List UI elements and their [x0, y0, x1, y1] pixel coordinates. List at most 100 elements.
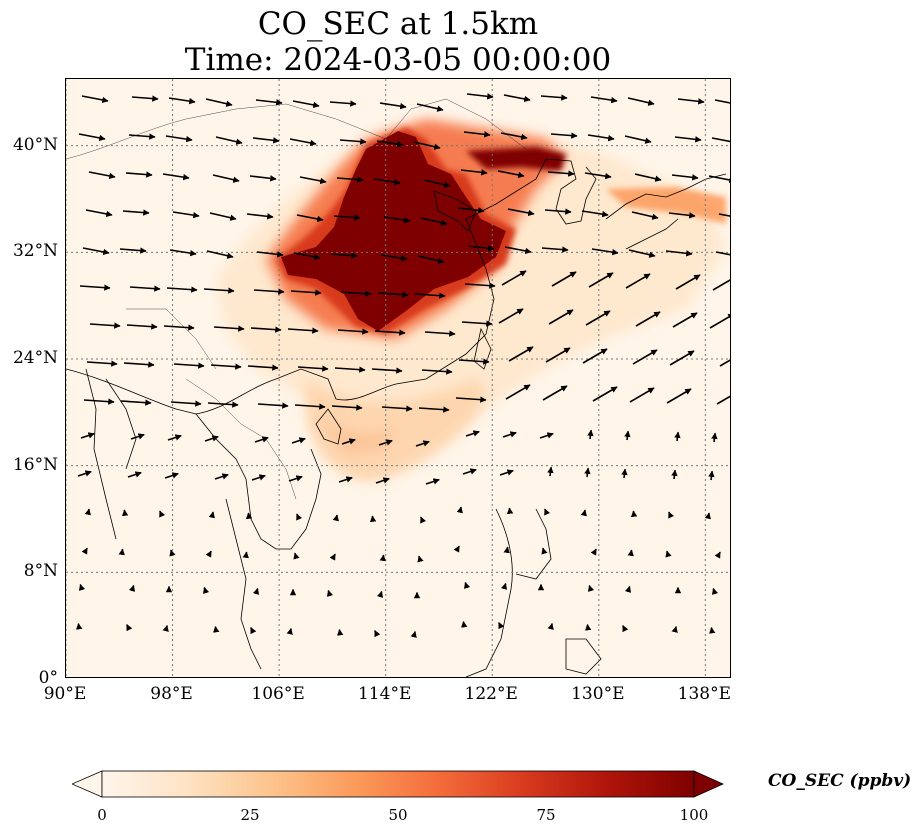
colorbar-tick-label: 75: [536, 806, 556, 824]
wind-arrow: [425, 478, 440, 485]
wind-arrow: [711, 587, 719, 595]
wind-arrow: [297, 365, 329, 372]
wind-arrow: [80, 432, 95, 439]
wind-arrow: [550, 132, 578, 139]
wind-arrow: [252, 137, 280, 144]
wind-arrow: [332, 514, 339, 522]
wind-arrow: [711, 137, 730, 143]
wind-arrow: [118, 548, 125, 556]
wind-arrow: [286, 627, 293, 635]
wind-arrow: [665, 550, 672, 558]
wind-arrow: [79, 284, 111, 291]
lon-tick-label: 122°E: [464, 684, 518, 704]
wind-arrow: [461, 320, 493, 327]
wind-arrow: [504, 246, 532, 255]
wind-arrow: [674, 431, 681, 442]
wind-arrow: [508, 346, 534, 362]
wind-arrow: [421, 368, 453, 375]
wind-arrow: [374, 329, 406, 336]
wind-arrow: [551, 271, 577, 287]
wind-arrow: [587, 584, 595, 592]
colorbar-extend-low: [72, 770, 103, 798]
wind-arrow: [669, 350, 695, 366]
wind-arrow: [621, 468, 628, 479]
wind-arrow: [166, 286, 198, 293]
wind-arrow: [128, 133, 156, 140]
wind-arrow: [584, 467, 591, 478]
plume-core: [281, 131, 506, 331]
wind-arrow: [629, 387, 655, 403]
wind-arrow: [288, 475, 303, 482]
lat-tick-label: 32°N: [12, 241, 58, 262]
wind-arrow: [500, 582, 508, 590]
coastlines: [66, 158, 727, 677]
wind-arrow: [373, 178, 401, 186]
wind-arrow: [708, 470, 715, 481]
wind-arrow: [628, 249, 656, 258]
wind-arrow: [675, 274, 701, 290]
wind-arrow: [591, 248, 619, 256]
wind-arrow: [714, 99, 730, 104]
wind-arrow: [205, 98, 233, 107]
wind-arrow: [677, 98, 705, 105]
wind-arrow: [708, 175, 730, 184]
wind-arrow: [326, 589, 334, 597]
wind-arrow: [206, 250, 234, 259]
wind-arrow: [541, 246, 569, 253]
wind-arrow: [86, 360, 118, 367]
wind-arrow: [170, 400, 202, 407]
wind-arrow: [162, 624, 169, 632]
wind-arrow: [635, 311, 661, 327]
wind-arrow: [81, 95, 109, 104]
wind-arrow: [584, 172, 612, 180]
wind-arrow: [77, 470, 92, 477]
wind-arrow: [75, 622, 83, 630]
wind-arrow: [293, 252, 321, 261]
wind-arrow: [129, 285, 161, 292]
wind-arrow: [420, 217, 448, 226]
wind-arrow: [257, 402, 289, 409]
wind-arrow: [631, 211, 659, 220]
lon-tick-label: 90°E: [43, 684, 87, 704]
wind-arrow: [173, 362, 205, 369]
lat-tick-label: 24°N: [12, 348, 58, 368]
co-concentration-field: [216, 119, 726, 481]
wind-arrow: [462, 468, 477, 475]
colorbar: [72, 770, 724, 798]
colorbar-gradient: [101, 770, 695, 798]
wind-arrow: [500, 132, 528, 141]
wind-arrow: [341, 438, 356, 445]
wind-arrow: [463, 131, 491, 138]
wind-arrow: [242, 551, 249, 559]
wind-arrow: [503, 546, 510, 554]
wind-arrow: [423, 179, 451, 188]
plume-tail-south: [316, 419, 396, 454]
wind-arrow: [587, 429, 594, 440]
colorbar-label: CO_SEC (ppbv): [768, 771, 912, 791]
plume-ne-core: [466, 147, 566, 171]
wind-arrow: [251, 474, 266, 481]
wind-arrow: [159, 510, 166, 518]
wind-arrow: [254, 436, 269, 443]
wind-arrow: [83, 398, 115, 405]
wind-arrow: [164, 472, 179, 479]
wind-arrow: [296, 214, 324, 223]
wind-arrow: [128, 584, 136, 592]
wind-arrow: [414, 292, 446, 299]
wind-arrow: [505, 384, 531, 400]
wind-arrow: [584, 623, 592, 631]
wind-arrow: [541, 547, 548, 555]
wind-arrow: [85, 209, 113, 218]
wind-arrow: [168, 97, 196, 105]
wind-arrow: [671, 625, 678, 633]
gridlines: [66, 79, 730, 677]
lon-tick-label: 106°E: [251, 684, 305, 704]
wind-arrow: [169, 549, 176, 557]
wind-arrow: [715, 251, 730, 256]
wind-arrow: [465, 430, 480, 437]
wind-arrow: [289, 138, 317, 147]
wind-arrow: [336, 176, 364, 183]
wind-arrow: [415, 440, 430, 447]
wind-arrow: [122, 209, 150, 216]
wind-arrow: [296, 513, 303, 521]
